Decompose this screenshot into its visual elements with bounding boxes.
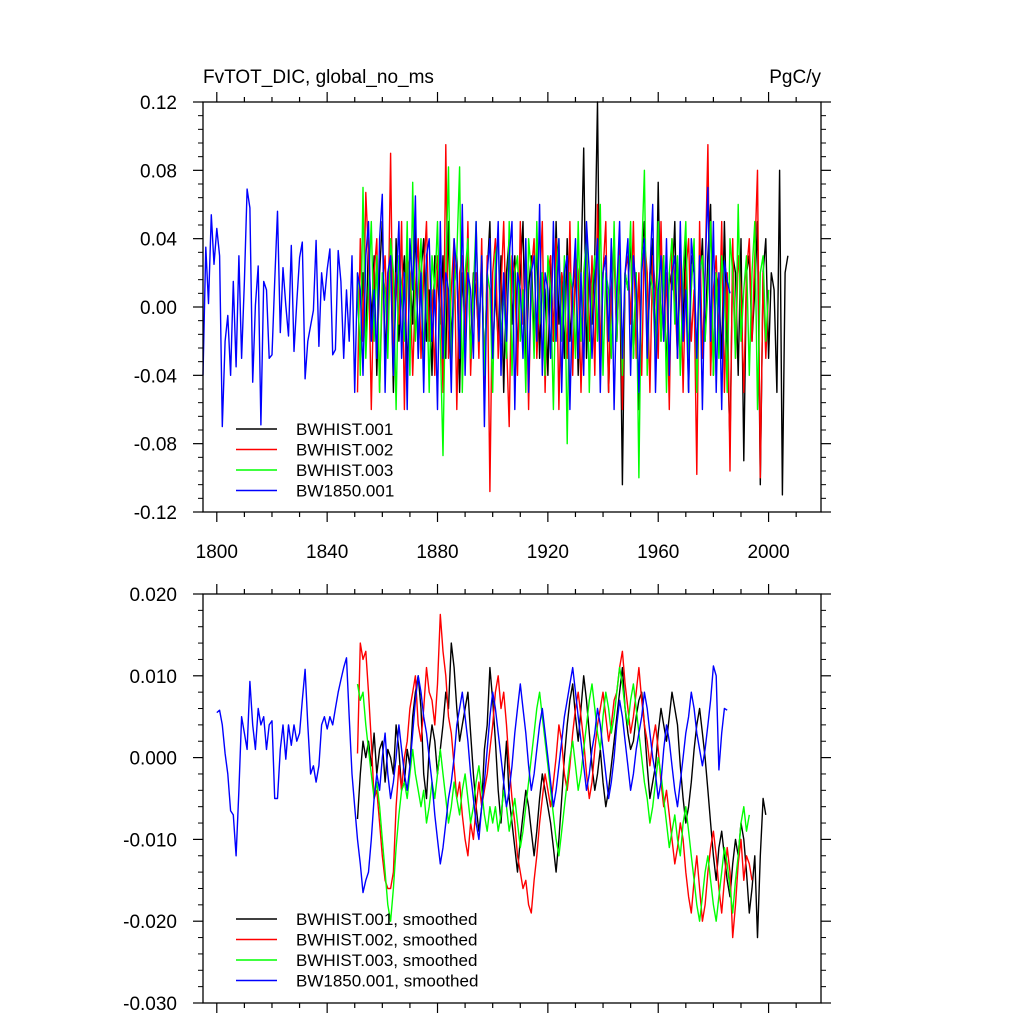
bottom-series-line-3: [356, 666, 750, 922]
top-series-group: [202, 101, 789, 496]
bottom-panel: 0.020 0.010 0.000 -0.010 -0.020 -0.030 BWHIST…: [123, 584, 831, 1015]
bottom-plot-frame: [202, 593, 822, 1004]
top-y-tick-label: 0.00: [140, 298, 177, 319]
top-axes: 1800 1840 1880 1920 1960 2000 0.12 0.08 0.04 0.00…: [134, 92, 831, 563]
top-x-tick-label: 1800: [196, 542, 238, 563]
bottom-axes: 0.020 0.010 0.000 -0.010 -0.020 -0.030: [123, 584, 831, 1015]
bottom-series-line-4: [216, 657, 728, 894]
bottom-series-line-1: [356, 642, 767, 939]
top-y-tick-label: 0.08: [140, 161, 177, 182]
bottom-series-line-2: [356, 613, 753, 939]
bottom-legend-label-4: BW1850.001, smoothed: [296, 972, 478, 991]
bottom-legend-label-3: BWHIST.003, smoothed: [296, 951, 477, 970]
bottom-y-tick-label: 0.020: [129, 585, 177, 606]
top-legend-label-1: BWHIST.001: [296, 420, 393, 439]
chart-title: FvTOT_DIC, global_no_ms: [203, 67, 434, 88]
bottom-y-tick-label: -0.030: [123, 994, 177, 1015]
top-x-tick-label: 1960: [637, 542, 679, 563]
bottom-y-tick-label: 0.000: [129, 749, 177, 770]
top-x-tick-label: 2000: [747, 542, 789, 563]
top-y-tick-label: -0.12: [134, 503, 177, 524]
top-y-tick-label: -0.04: [134, 366, 178, 387]
top-series-line-4: [202, 186, 731, 428]
bottom-legend: BWHIST.001, smoothed BWHIST.002, smoothed…: [236, 910, 478, 991]
top-x-tick-label: 1840: [306, 542, 348, 563]
bottom-legend-label-2: BWHIST.002, smoothed: [296, 931, 477, 950]
bottom-legend-label-1: BWHIST.001, smoothed: [296, 910, 477, 929]
bottom-series-group: [216, 613, 767, 939]
bottom-y-tick-label: 0.010: [129, 667, 177, 688]
units-label: PgC/y: [769, 67, 821, 88]
top-y-tick-label: 0.12: [140, 93, 177, 114]
top-y-tick-label: -0.08: [134, 435, 177, 456]
top-legend-label-3: BWHIST.003: [296, 461, 393, 480]
top-legend-label-4: BW1850.001: [296, 482, 394, 501]
top-panel: FvTOT_DIC, global_no_ms PgC/y 1800 1840 18…: [134, 67, 831, 563]
top-legend-label-2: BWHIST.002: [296, 441, 393, 460]
bottom-y-tick-label: -0.020: [123, 912, 177, 933]
top-y-tick-label: 0.04: [140, 230, 177, 251]
bottom-y-tick-label: -0.010: [123, 830, 177, 851]
top-x-tick-label: 1880: [416, 542, 458, 563]
top-x-tick-label: 1920: [527, 542, 569, 563]
